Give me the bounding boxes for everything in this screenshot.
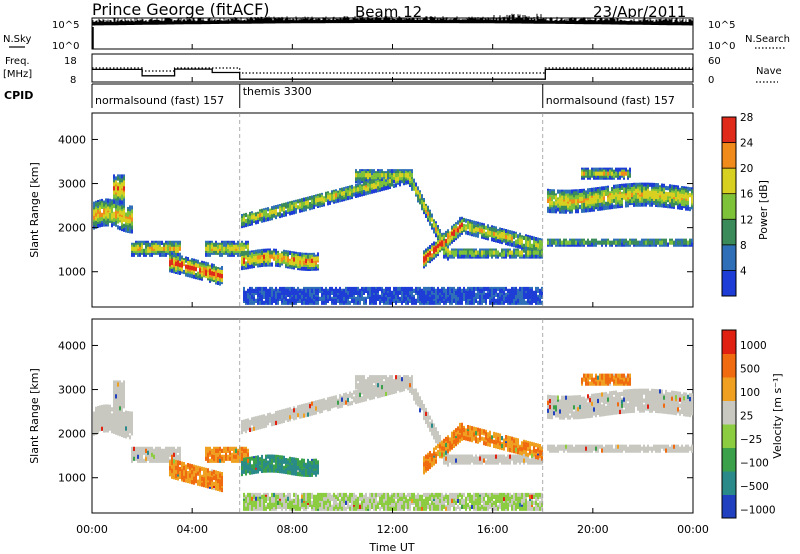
station-title: Prince George (fitACF) [92, 0, 270, 19]
velocity-colorbar-label: Velocity [m s⁻¹] [771, 373, 784, 458]
colorbar-tick-label: 100 [740, 387, 760, 399]
freq-tick-bottom: 8 [70, 75, 76, 86]
colorbar-swatch [722, 400, 736, 425]
colorbar-tick-label: −100 [740, 457, 769, 469]
power-colorbar: 4 8 12 16 20 24 28 [721, 112, 754, 297]
colorbar-tick-label: 4 [740, 265, 747, 277]
colorbar-swatch [722, 219, 736, 246]
nave-tick-bottom: 0 [708, 75, 714, 86]
freq-tick-top: 18 [64, 56, 77, 67]
freq-trace [92, 68, 693, 80]
power-heatmap [93, 113, 693, 307]
nave-label: Nave [756, 66, 782, 77]
freq-label-2: [MHz] [3, 69, 32, 80]
ytick-label: 4000 [58, 133, 86, 146]
xtick-label: 12:00 [377, 523, 409, 536]
date-title: 23/Apr/2011 [593, 3, 686, 21]
time-axis: 00:00 04:00 08:00 12:00 16:00 20:00 00:00 [76, 44, 709, 536]
colorbar-swatch [722, 330, 736, 354]
colorbar-swatch [722, 142, 736, 169]
velocity-echo-cells [115, 377, 691, 509]
nave-tick-top: 60 [708, 56, 721, 67]
colorbar-tick-label: 12 [740, 214, 753, 226]
xaxis-label: Time UT [368, 541, 414, 554]
colorbar-tick-label: −25 [740, 434, 762, 446]
cpid-segment-label: normalsound (fast) 157 [95, 94, 224, 107]
ytick-label: 2000 [58, 222, 86, 235]
power-yaxis: 1000 2000 3000 4000 [58, 133, 693, 279]
nsky-trace [91, 13, 694, 49]
nsky-strip: N.Sky 10^5 10^0 10^5 10^0 N.Search [3, 13, 790, 52]
xtick-label: 00:00 [76, 523, 108, 536]
xtick-label: 08:00 [276, 523, 308, 536]
cpid-label: CPID [4, 89, 33, 102]
ytick-label: 4000 [58, 339, 86, 352]
colorbar-frame [721, 329, 737, 519]
colorbar-swatch [722, 193, 736, 220]
colorbar-tick-label: 16 [740, 189, 754, 201]
power-colorbar-label: Power [dB] [757, 180, 770, 240]
xtick-label: 00:00 [677, 523, 709, 536]
nsky-label: N.Sky [3, 34, 31, 45]
power-ylabel: Slant Range [km] [28, 162, 41, 258]
velocity-ylabel: Slant Range [km] [28, 368, 41, 464]
ytick-label: 1000 [58, 266, 86, 279]
beam-title: Beam 12 [355, 3, 422, 21]
colorbar-swatch [722, 244, 736, 271]
nsearch-label: N.Search [745, 34, 790, 45]
freq-label-1: Freq. [5, 56, 30, 67]
xtick-label: 04:00 [176, 523, 208, 536]
colorbar-tick-label: 8 [740, 240, 747, 252]
nsky-tick-top: 10^5 [52, 20, 79, 31]
cpid-segments: normalsound (fast) 157 themis 3300 normals… [91, 83, 694, 108]
nave-trace [92, 67, 693, 74]
nsearch-tick-top: 10^5 [708, 20, 735, 31]
colorbar-swatch [722, 168, 736, 195]
ytick-label: 2000 [58, 428, 86, 441]
velocity-heatmap [93, 319, 693, 513]
nsearch-tick-bottom: 10^0 [708, 41, 735, 52]
colorbar-tick-label: −1000 [740, 504, 776, 516]
colorbar-swatch [722, 117, 736, 144]
velocity-colorbar: 1000 500 100 25 −25 −100 −500 −1000 [721, 329, 776, 519]
ytick-label: 1000 [58, 472, 86, 485]
colorbar-swatch [722, 494, 736, 519]
colorbar-tick-label: 24 [740, 138, 754, 150]
nsky-bars [91, 13, 694, 26]
xtick-label: 16:00 [477, 523, 509, 536]
power-panel: 1000 2000 3000 4000 Slant Range [km] 4 8 12 16… [28, 112, 770, 308]
colorbar-tick-label: 1000 [740, 340, 767, 352]
colorbar-swatch [722, 471, 736, 495]
colorbar-swatch [722, 377, 736, 401]
colorbar-tick-label: 28 [740, 112, 753, 124]
cpid-segment-label: themis 3300 [243, 85, 312, 98]
colorbar-tick-label: −500 [740, 481, 769, 493]
nsky-tick-bottom: 10^0 [52, 41, 79, 52]
colorbar-tick-label: 20 [740, 163, 753, 175]
xtick-label: 20:00 [577, 523, 609, 536]
colorbar-swatch [722, 270, 736, 297]
ytick-label: 3000 [58, 178, 86, 191]
colorbar-swatch [722, 447, 736, 472]
cpid-segment-label: normalsound (fast) 157 [546, 94, 675, 107]
velocity-yaxis: 1000 2000 3000 4000 [58, 339, 693, 485]
colorbar-swatch [722, 353, 736, 378]
velocity-panel: 1000 2000 3000 4000 Slant Range [km] 1000 50… [28, 318, 784, 519]
colorbar-tick-label: 500 [740, 363, 760, 375]
colorbar-swatch [722, 424, 736, 448]
ytick-label: 3000 [58, 384, 86, 397]
colorbar-tick-label: 25 [740, 410, 753, 422]
